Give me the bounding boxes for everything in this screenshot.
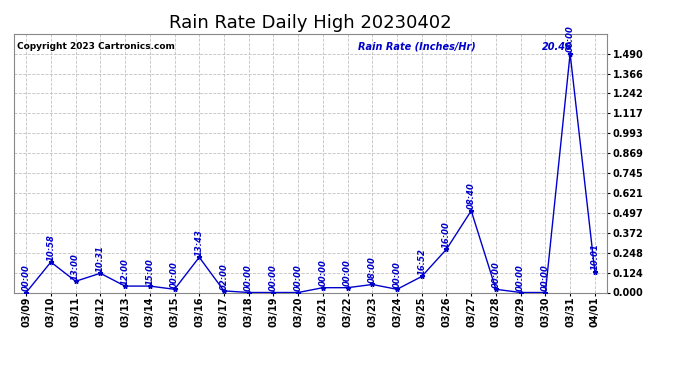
Text: 10:31: 10:31 bbox=[96, 245, 105, 272]
Text: 08:00: 08:00 bbox=[368, 256, 377, 283]
Text: 00:00: 00:00 bbox=[393, 261, 402, 288]
Title: Rain Rate Daily High 20230402: Rain Rate Daily High 20230402 bbox=[169, 14, 452, 32]
Text: 00:00: 00:00 bbox=[244, 264, 253, 291]
Text: Rain Rate (Inches/Hr): Rain Rate (Inches/Hr) bbox=[358, 42, 475, 51]
Text: 00:00: 00:00 bbox=[343, 260, 352, 286]
Text: 12:00: 12:00 bbox=[121, 258, 130, 285]
Text: 02:00: 02:00 bbox=[219, 263, 228, 290]
Text: 00:00: 00:00 bbox=[170, 261, 179, 288]
Text: 10:01: 10:01 bbox=[591, 243, 600, 270]
Text: 16:52: 16:52 bbox=[417, 248, 426, 275]
Text: 13:00: 13:00 bbox=[71, 253, 80, 280]
Text: Copyright 2023 Cartronics.com: Copyright 2023 Cartronics.com bbox=[17, 42, 175, 51]
Text: 00:00: 00:00 bbox=[318, 260, 327, 286]
Text: 00:00: 00:00 bbox=[541, 264, 550, 291]
Text: 13:43: 13:43 bbox=[195, 229, 204, 256]
Text: 00:00: 00:00 bbox=[516, 264, 525, 291]
Text: 00:00: 00:00 bbox=[21, 264, 30, 291]
Text: 00:00: 00:00 bbox=[566, 26, 575, 53]
Text: 10:58: 10:58 bbox=[46, 234, 55, 261]
Text: 20.46: 20.46 bbox=[542, 42, 573, 51]
Text: 00:00: 00:00 bbox=[491, 261, 500, 288]
Text: 00:00: 00:00 bbox=[294, 264, 303, 291]
Text: 08:40: 08:40 bbox=[466, 183, 475, 210]
Text: 00:00: 00:00 bbox=[269, 264, 278, 291]
Text: 15:00: 15:00 bbox=[146, 258, 155, 285]
Text: 16:00: 16:00 bbox=[442, 221, 451, 248]
